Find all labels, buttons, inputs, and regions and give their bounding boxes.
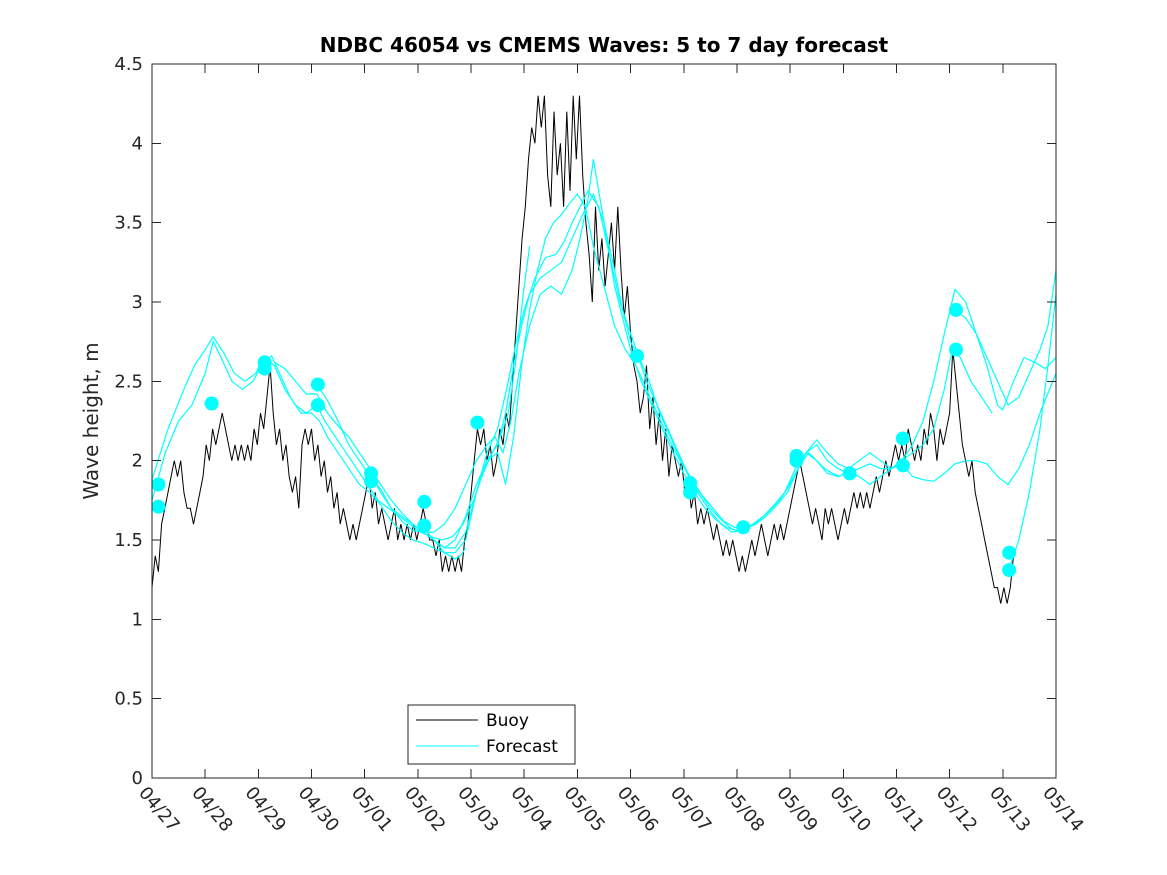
y-tick-label: 2.5 (114, 371, 143, 392)
forecast-marker-23 (949, 342, 963, 357)
forecast-marker-11 (417, 518, 432, 533)
series-line-forecast-3 (273, 159, 841, 533)
forecast-marker-20 (895, 431, 910, 446)
series-line-forecast-4 (316, 189, 993, 549)
forecast-marker-25 (1002, 563, 1017, 578)
y-axis-label: Wave height, m (79, 342, 103, 499)
plot-area (152, 95, 1056, 604)
forecast-marker-1 (152, 477, 166, 492)
y-tick-label: 2 (132, 451, 143, 472)
x-tick-label: 04/29 (241, 783, 290, 836)
y-tick-label: 3 (132, 292, 143, 313)
x-tick-label: 05/03 (453, 783, 502, 836)
x-tick-label: 04/30 (294, 783, 343, 836)
y-tick-label: 1 (132, 609, 143, 630)
forecast-marker-3 (204, 396, 219, 411)
plot-series-group (152, 95, 1056, 604)
x-tick-label: 04/28 (187, 783, 236, 836)
axes: 0 0.5 1 1.5 2 2.5 3 3.5 4 4.5 04/27 04/28 04/29 04/30… (114, 54, 1087, 836)
x-tick-label: 05/08 (719, 783, 768, 836)
forecast-marker-10 (417, 494, 432, 509)
series-line-forecast-7 (954, 270, 1056, 407)
x-tick-label: 05/10 (825, 783, 874, 836)
x-tick-label: 04/27 (134, 783, 183, 836)
x-tick-label: 05/13 (985, 783, 1034, 836)
series-line-forecast-5 (369, 192, 1056, 549)
x-tick-label: 05/11 (879, 783, 928, 836)
y-tick-label: 0.5 (114, 689, 143, 710)
forecast-marker-7 (310, 398, 325, 413)
x-tick-label: 05/09 (772, 783, 821, 836)
series-line-forecast-6 (422, 193, 1056, 554)
series-line-buoy (152, 95, 1014, 604)
forecast-marker-6 (310, 377, 325, 392)
forecast-marker-19 (842, 466, 857, 481)
forecast-marker-24 (1002, 545, 1017, 560)
x-tick-label: 05/05 (560, 783, 609, 836)
forecast-marker-18 (789, 448, 804, 463)
x-tick-label: 05/02 (400, 783, 449, 836)
y-tick-label: 4.5 (114, 54, 143, 75)
forecast-marker-13 (630, 348, 644, 363)
forecast-marker-9 (364, 474, 379, 489)
series-line-forecast-1 (152, 339, 467, 560)
forecast-marker-2 (152, 499, 166, 514)
y-tick-label: 0 (132, 768, 143, 789)
forecast-marker-15 (683, 485, 698, 500)
x-tick-label: 05/14 (1038, 783, 1087, 836)
forecast-marker-22 (949, 302, 963, 317)
chart-title: NDBC 46054 vs CMEMS Waves: 5 to 7 day fo… (320, 33, 889, 57)
axes-box (151, 63, 1057, 779)
series-line-forecast-8 (1007, 294, 1056, 572)
x-tick-label: 05/01 (347, 783, 396, 836)
legend: Buoy Forecast (407, 704, 576, 765)
forecast-marker-5 (257, 355, 272, 370)
forecast-marker-12 (470, 415, 485, 430)
y-tick-label: 1.5 (114, 530, 143, 551)
x-tick-label: 05/04 (506, 783, 555, 836)
legend-box (407, 704, 576, 765)
x-tick-label: 05/06 (613, 783, 662, 836)
forecast-marker-16 (736, 520, 751, 535)
legend-label-buoy: Buoy (486, 711, 529, 731)
x-tick-label: 05/12 (932, 783, 981, 836)
y-tick-label: 4 (132, 133, 143, 154)
legend-label-forecast: Forecast (486, 737, 558, 757)
forecast-marker-21 (895, 458, 910, 473)
y-tick-label: 3.5 (114, 213, 143, 234)
x-tick-label: 05/07 (666, 783, 715, 836)
